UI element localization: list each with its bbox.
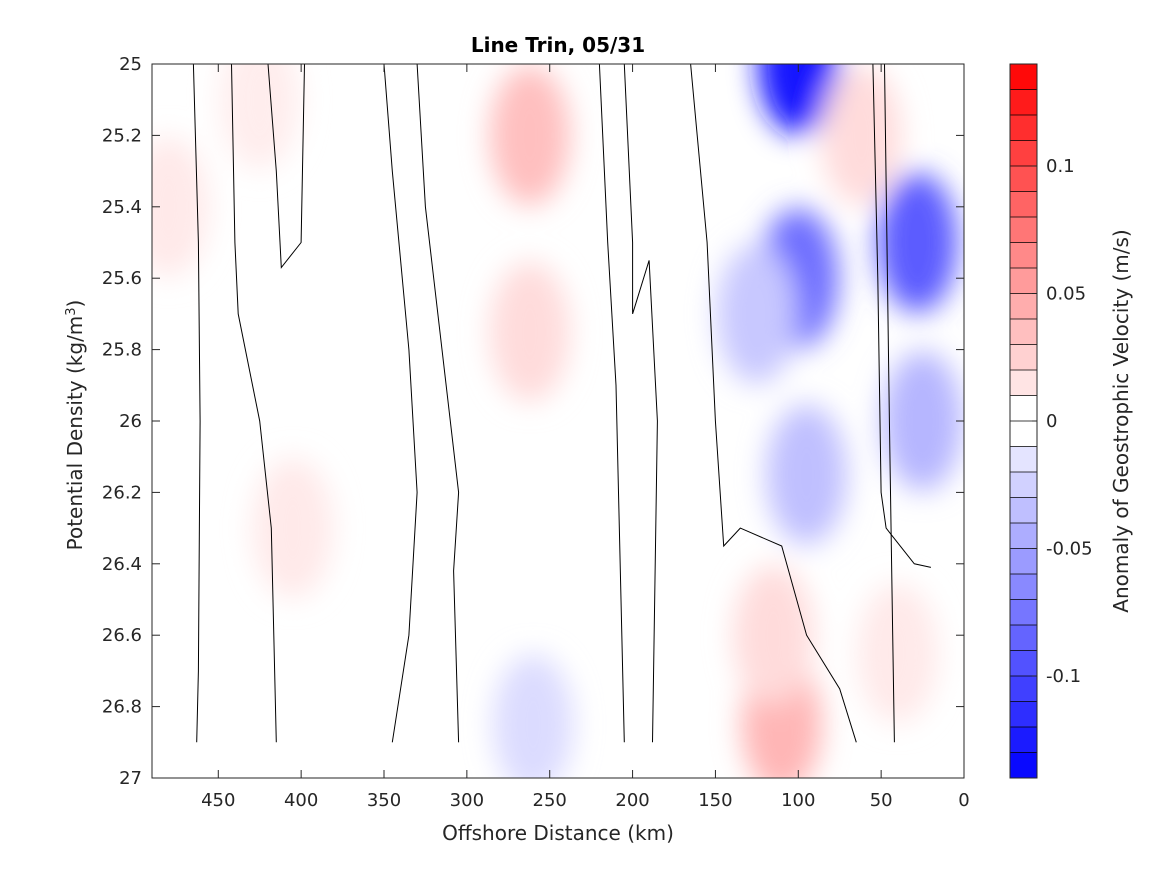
colorbar-segment [1010,421,1037,447]
colorbar-tick-label: -0.05 [1046,539,1093,560]
colorbar-segment [1010,676,1037,702]
colorbar-segment [1010,115,1037,141]
colorbar-tick-label: 0.1 [1046,156,1075,177]
colorbar-segment [1010,574,1037,600]
x-tick-label: 350 [367,790,401,811]
x-tick-label: 200 [615,790,649,811]
colorbar-segment [1010,370,1037,396]
anomaly-blob-2 [716,243,797,384]
colorbar-segment [1010,293,1037,320]
y-tick-label: 27 [119,768,142,789]
x-tick-label: 400 [284,790,318,811]
colorbar-segment [1010,752,1037,779]
zero-contour-5 [598,64,625,743]
zero-contours [192,64,932,743]
anomaly-blob-4 [877,172,958,313]
colorbar-segment [1010,727,1037,753]
colorbar-segment [1010,319,1037,345]
anomaly-blob-10 [733,565,814,706]
zero-contour-0 [192,64,201,743]
colorbar-segment [1010,191,1037,218]
anomaly-blob-13 [152,136,209,277]
y-axis-label: Potential Density (kg/m3) [63,300,87,551]
anomaly-field [152,64,963,778]
x-tick-label: 300 [450,790,484,811]
anomaly-blob-12 [857,583,938,724]
colorbar-label: Anomaly of Geostrophic Velocity (m/s) [1109,229,1133,612]
x-tick-label: 450 [201,790,235,811]
x-tick-label: 150 [698,790,732,811]
y-tick-label: 26.4 [102,554,142,575]
x-tick-label: 250 [533,790,567,811]
zero-contour-3 [383,64,418,743]
colorbar-segment [1010,650,1037,677]
colorbar-segment [1010,166,1037,192]
colorbar-segment [1010,344,1037,371]
colorbar-segment [1010,64,1037,90]
anomaly-blob-7 [489,65,570,206]
anomaly-blob-6 [493,654,574,778]
colorbar-tick-label: 0.05 [1046,284,1086,305]
colorbar-segment [1010,89,1037,116]
zero-contour-7 [690,64,857,743]
colorbar-segment [1010,446,1037,473]
colorbar-segment [1010,599,1037,626]
colorbar-tick-label: -0.1 [1046,666,1081,687]
y-tick-label: 25.2 [102,125,142,146]
y-axis-label-main: Potential Density (kg/m [63,316,87,551]
zero-contour-9 [884,64,895,743]
anomaly-blob-3 [766,404,847,545]
y-tick-label: 25.6 [102,268,142,289]
y-tick-label: 26 [119,411,142,432]
colorbar-segment [1010,523,1037,549]
colorbar-segment [1010,268,1037,294]
anomaly-blob-5 [882,351,963,491]
colorbar [1010,64,1037,779]
anomaly-blob-0 [758,64,839,134]
colorbar-segment [1010,140,1037,167]
colorbar-ticks: 0.1 0.05 0 -0.05 -0.1 [1032,156,1093,687]
colorbar-segment [1010,625,1037,651]
x-axis: 450 400 350 300 250 200 150 100 50 0 [201,64,970,811]
zero-contour-8 [872,64,932,568]
x-tick-label: 100 [781,790,815,811]
y-axis-label-end: ) [63,300,87,308]
y-axis: 25 25.2 25.4 25.6 25.8 26 26.2 26.4 26.6 26.8 27 [102,54,964,789]
colorbar-tick-label: 0 [1046,411,1057,432]
y-axis-label-sup: 3 [64,307,79,315]
y-tick-label: 26.2 [102,482,142,503]
colorbar-segment [1010,395,1037,422]
y-tick-label: 25.4 [102,197,142,218]
chart-title: Line Trin, 05/31 [471,33,645,57]
y-tick-label: 26.8 [102,697,142,718]
anomaly-blob-8 [489,261,570,402]
colorbar-segment [1010,497,1037,524]
y-tick-label: 25 [119,54,142,75]
colorbar-segment [1010,217,1037,243]
colorbar-segment [1010,548,1037,575]
anomaly-blob-14 [252,458,333,599]
x-tick-label: 50 [870,790,893,811]
zero-contour-2 [267,64,305,269]
y-tick-label: 26.6 [102,625,142,646]
colorbar-segment [1010,701,1037,728]
anomaly-blob-11 [821,65,902,206]
anomaly-blob-15 [219,64,300,170]
x-tick-label: 0 [958,790,969,811]
zero-contour-6 [623,64,658,743]
zero-contour-4 [416,64,460,743]
colorbar-segment [1010,472,1037,498]
zero-contour-1 [231,64,277,743]
y-tick-label: 25.8 [102,340,142,361]
x-axis-label: Offshore Distance (km) [442,821,674,845]
colorbar-segment [1010,242,1037,269]
